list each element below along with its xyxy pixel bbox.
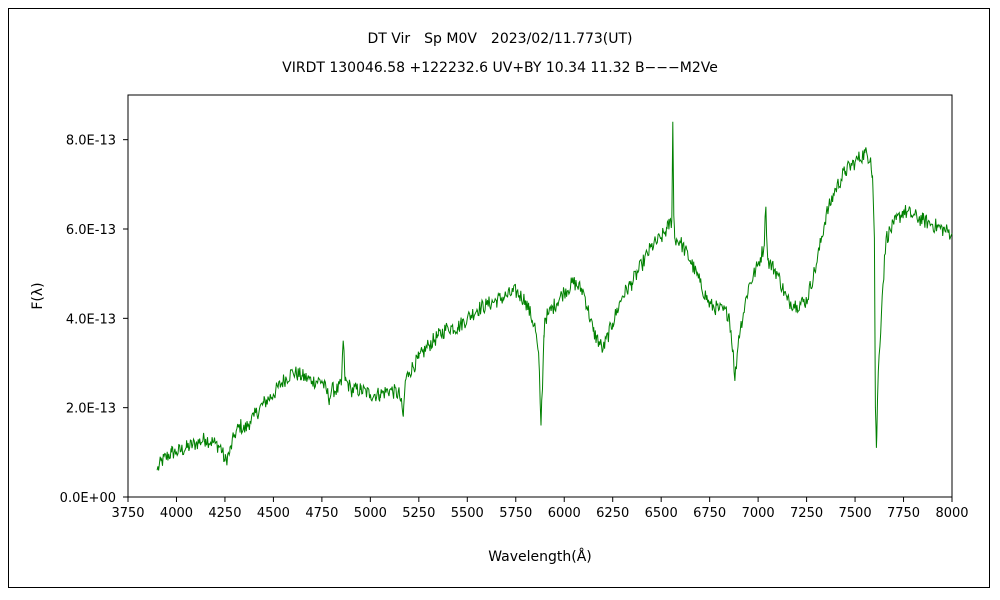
x-tick-label: 5250 [402,506,435,521]
y-tick-label: 2.0E-13 [66,402,116,417]
x-tick-label: 6750 [693,506,726,521]
x-tick-label: 6250 [596,506,629,521]
spectrum-line [156,121,953,471]
x-tick-label: 7750 [887,506,920,521]
x-tick-label: 6000 [548,506,581,521]
chart-frame [8,8,990,588]
y-axis-label: F(λ) [30,282,46,309]
x-tick-label: 7500 [839,506,872,521]
x-tick-label: 5000 [354,506,387,521]
x-tick-label: 4000 [160,506,193,521]
x-tick-label: 5750 [499,506,532,521]
y-tick-label: 8.0E-13 [66,134,116,149]
chart-title: DT Vir Sp M0V 2023/02/11.773(UT) [367,31,633,47]
chart-subtitle: VIRDT 130046.58 +122232.6 UV+BY 10.34 11… [282,60,718,76]
x-tick-label: 4250 [208,506,241,521]
x-tick-label: 4750 [305,506,338,521]
y-tick-label: 6.0E-13 [66,223,116,238]
x-axis-label: Wavelength(Å) [488,548,592,565]
x-tick-label: 4500 [257,506,290,521]
x-tick-label: 3750 [111,506,144,521]
y-tick-label: 4.0E-13 [66,312,116,327]
x-tick-label: 7000 [742,506,775,521]
x-tick-label: 8000 [935,506,968,521]
x-tick-label: 5500 [451,506,484,521]
y-tick-label: 0.0E+00 [60,491,116,506]
plot-area [127,94,953,498]
x-tick-label: 6500 [645,506,678,521]
x-tick-label: 7250 [790,506,823,521]
